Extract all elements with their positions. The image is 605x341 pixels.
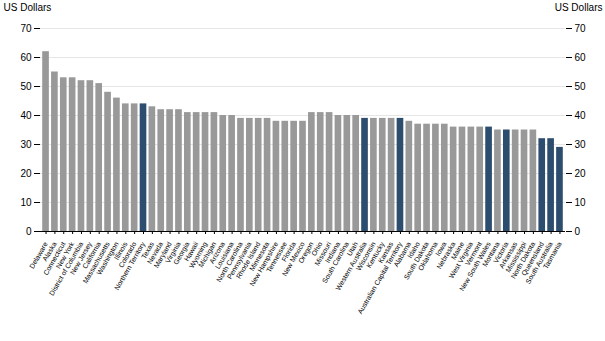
svg-text:Australian Capital Territory: Australian Capital Territory (356, 240, 404, 315)
svg-text:Delaware: Delaware (28, 240, 49, 270)
svg-text:South Australia: South Australia (524, 240, 554, 285)
svg-text:New Mexico: New Mexico (280, 240, 306, 278)
svg-text:Kentucky: Kentucky (365, 240, 386, 270)
svg-text:New Jersey: New Jersey (68, 240, 94, 276)
svg-text:50: 50 (575, 81, 587, 92)
svg-text:Iowa: Iowa (434, 240, 448, 257)
svg-text:Tennessee: Tennessee (265, 240, 289, 274)
svg-text:Louisiana: Louisiana (213, 240, 235, 271)
svg-text:Victoria: Victoria (491, 240, 510, 265)
svg-text:Massachusetts: Massachusetts (81, 240, 111, 285)
svg-text:Ohio: Ohio (310, 240, 324, 257)
svg-text:40: 40 (20, 110, 32, 121)
svg-text:New Hampshire: New Hampshire (248, 240, 280, 288)
svg-text:California: California (81, 240, 102, 270)
svg-text:Wisconsin: Wisconsin (354, 240, 377, 272)
svg-text:0: 0 (575, 226, 581, 237)
svg-text:North Dakota: North Dakota (509, 240, 537, 280)
svg-text:Georgia: Georgia (172, 240, 191, 266)
svg-text:Alabama: Alabama (392, 240, 413, 269)
svg-text:Arkansas: Arkansas (497, 240, 519, 270)
svg-text:Maine: Maine (449, 240, 466, 261)
svg-text:Utah: Utah (345, 240, 359, 257)
svg-text:20: 20 (20, 168, 32, 179)
svg-text:70: 70 (20, 23, 32, 34)
svg-text:US Dollars: US Dollars (555, 2, 603, 13)
svg-text:Michigan: Michigan (197, 240, 218, 269)
svg-text:Arizona: Arizona (208, 240, 227, 265)
svg-text:South Dakota: South Dakota (402, 240, 430, 281)
svg-text:Maryland: Maryland (152, 240, 173, 270)
svg-text:70: 70 (575, 23, 587, 34)
svg-text:US Dollars: US Dollars (4, 2, 52, 13)
svg-text:Wyoming: Wyoming (187, 240, 209, 270)
svg-text:Queensland: Queensland (520, 240, 545, 277)
svg-text:Alaska: Alaska (41, 240, 58, 263)
svg-text:Washington: Washington (95, 240, 120, 276)
svg-text:60: 60 (575, 52, 587, 63)
svg-text:South Carolina: South Carolina (320, 240, 351, 285)
svg-text:Mississippi: Mississippi (504, 240, 528, 274)
svg-text:Illinois: Illinois (112, 240, 129, 261)
svg-text:Connecticut: Connecticut (42, 240, 67, 277)
svg-text:Western Australia: Western Australia (334, 240, 368, 292)
svg-text:Montana: Montana (481, 240, 501, 268)
svg-text:Colorado: Colorado (117, 240, 138, 269)
svg-text:20: 20 (575, 168, 587, 179)
svg-text:60: 60 (20, 52, 32, 63)
svg-text:New South Wales: New South Wales (458, 240, 492, 293)
svg-text:Kansas: Kansas (376, 240, 395, 265)
svg-text:Rhode Island: Rhode Island (234, 240, 262, 280)
svg-text:Florida: Florida (280, 240, 297, 263)
svg-text:Nebraska: Nebraska (435, 240, 457, 271)
svg-text:Hawaii: Hawaii (182, 240, 200, 263)
svg-text:10: 10 (20, 197, 32, 208)
svg-text:Pennsylvania: Pennsylvania (225, 240, 253, 281)
svg-text:50: 50 (20, 81, 32, 92)
svg-text:Missouri: Missouri (313, 240, 333, 267)
svg-text:Oregon: Oregon (296, 240, 315, 265)
svg-text:30: 30 (20, 139, 32, 150)
svg-text:40: 40 (575, 110, 587, 121)
svg-text:New York: New York (54, 240, 76, 270)
svg-text:Indiana: Indiana (323, 240, 342, 264)
svg-text:10: 10 (575, 197, 587, 208)
svg-text:North Carolina: North Carolina (215, 240, 244, 284)
svg-text:Minnesota: Minnesota (248, 240, 271, 273)
svg-text:Idaho: Idaho (406, 240, 421, 260)
svg-text:Tasmania: Tasmania (542, 241, 563, 271)
svg-text:West Virginia: West Virginia (447, 240, 475, 280)
svg-text:Virginia: Virginia (164, 240, 182, 265)
svg-text:0: 0 (26, 226, 32, 237)
svg-text:30: 30 (575, 139, 587, 150)
svg-text:Nevada: Nevada (145, 240, 164, 265)
svg-text:Northern Territory: Northern Territory (113, 240, 147, 291)
svg-text:Vermont: Vermont (463, 240, 483, 267)
svg-text:Texas: Texas (140, 240, 156, 260)
svg-text:District of Columbia: District of Columbia (47, 240, 85, 297)
svg-text:Oklahoma: Oklahoma (416, 240, 439, 272)
